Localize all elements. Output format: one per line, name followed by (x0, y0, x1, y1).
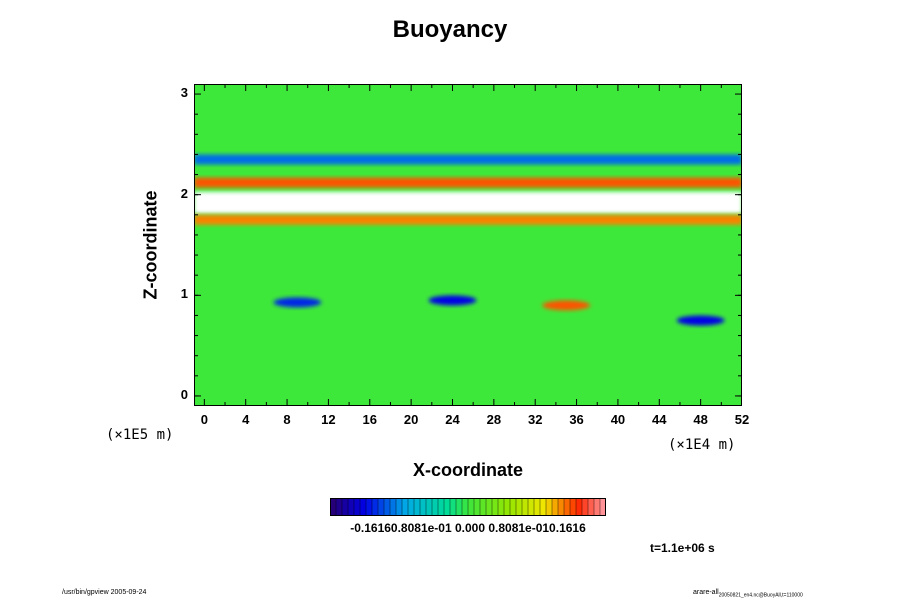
colorbar-cell (330, 498, 337, 516)
footer-left: /usr/bin/gpview 2005-09-24 (62, 589, 147, 596)
colorbar-cell (456, 498, 463, 516)
colorbar-cell (354, 498, 361, 516)
colorbar-cell (414, 498, 421, 516)
plot-frame (194, 84, 742, 406)
x-tick-label: 32 (527, 412, 543, 427)
heatmap-background (194, 84, 742, 406)
heat-feature-4 (428, 295, 477, 306)
x-tick-label: 0 (200, 412, 208, 427)
colorbar-cell (600, 498, 606, 516)
footer-right: arare-all20050821_en4.nc@BuoyAll,t=11000… (693, 589, 803, 599)
tick-marks (194, 84, 742, 406)
colorbar-cell (408, 498, 415, 516)
x-tick-label: 44 (652, 412, 667, 427)
time-label: t=1.1e+06 s (650, 541, 715, 555)
x-tick-label: 40 (610, 412, 626, 427)
y-tick-label: 2 (180, 185, 188, 201)
x-tick-label: 48 (693, 412, 708, 427)
x-tick-label: 52 (734, 412, 750, 427)
colorbar-cell (570, 498, 577, 516)
colorbar-cell (552, 498, 559, 516)
colorbar-cell (384, 498, 391, 516)
colorbar-cell (336, 498, 343, 516)
colorbar-cell (546, 498, 553, 516)
y-tick-label: 1 (180, 286, 188, 302)
colorbar-cell (540, 498, 547, 516)
colorbar-cell (564, 498, 571, 516)
heat-feature-5 (542, 300, 591, 311)
colorbar-cell (402, 498, 409, 516)
colorbar-cell (474, 498, 481, 516)
colorbar-cell (366, 498, 373, 516)
colorbar-cell (444, 498, 451, 516)
colorbar-cell (498, 498, 505, 516)
colorbar-cell (450, 498, 457, 516)
colorbar-cell (594, 498, 601, 516)
colorbar-cell (390, 498, 397, 516)
colorbar-cell (396, 498, 403, 516)
y-tick-label: 0 (180, 386, 188, 402)
colorbar-cell (528, 498, 535, 516)
heat-feature-0 (194, 191, 742, 214)
x-tick-label: 36 (569, 412, 584, 427)
colorbar-cell (378, 498, 385, 516)
x-unit-left: (×1E5 m) (106, 427, 174, 443)
colorbar-cell (432, 498, 439, 516)
heatmap-plot (194, 84, 742, 406)
heat-feature-7 (676, 315, 725, 326)
colorbar-cell (510, 498, 517, 516)
heat-feature-2 (194, 214, 742, 225)
x-tick-label: 24 (445, 412, 460, 427)
colorbar-cell (468, 498, 475, 516)
colorbar-cell (360, 498, 367, 516)
colorbar-cell (438, 498, 445, 516)
x-tick-label: 16 (362, 412, 377, 427)
colorbar-cell (492, 498, 499, 516)
colorbar-cell (588, 498, 595, 516)
colorbar-cell (558, 498, 565, 516)
chart-title: Buoyancy (392, 16, 508, 43)
colorbar-cell (426, 498, 433, 516)
colorbar-cell (348, 498, 355, 516)
colorbar-cell (516, 498, 523, 516)
colorbar-cell (534, 498, 541, 516)
heat-feature-1 (194, 177, 742, 188)
colorbar-cell (372, 498, 379, 516)
colorbar-cell (582, 498, 589, 516)
colorbar (330, 498, 606, 516)
heatmap-features (194, 154, 742, 326)
x-tick-label: 8 (283, 412, 291, 427)
x-axis-label: X-coordinate (412, 460, 523, 480)
x-tick-label: 12 (321, 412, 336, 427)
colorbar-cell (462, 498, 469, 516)
x-unit-right: (×1E4 m) (668, 437, 736, 453)
colorbar-cell (522, 498, 529, 516)
colorbar-cell (504, 498, 511, 516)
x-tick-label: 4 (242, 412, 250, 427)
colorbar-cell (342, 498, 349, 516)
x-tick-label: 20 (403, 412, 419, 427)
heat-feature-3 (194, 154, 742, 165)
colorbar-tick-labels: -0.16160.8081e-01 0.000 0.8081e-010.1616 (350, 521, 586, 535)
colorbar-cell (486, 498, 493, 516)
colorbar-cell (480, 498, 487, 516)
y-axis-label: Z-coordinate (140, 190, 161, 300)
colorbar-cell (420, 498, 427, 516)
colorbar-cell (576, 498, 583, 516)
x-tick-label: 28 (486, 412, 502, 427)
heat-feature-6 (273, 297, 322, 308)
y-tick-label: 3 (180, 85, 188, 101)
